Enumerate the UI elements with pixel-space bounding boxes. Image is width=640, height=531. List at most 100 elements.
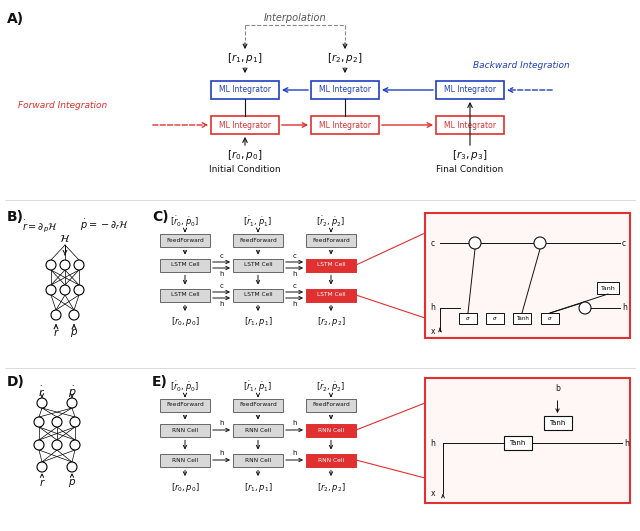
Text: h: h: [624, 439, 629, 448]
Bar: [436, 116, 504, 134]
Bar: [211, 81, 279, 99]
Text: $\dot{r}=\partial_p\mathcal{H}$: $\dot{r}=\partial_p\mathcal{H}$: [22, 218, 58, 235]
Text: FeedForward: FeedForward: [312, 237, 350, 243]
Text: RNN Cell: RNN Cell: [318, 458, 344, 463]
Circle shape: [70, 440, 80, 450]
Bar: [306, 234, 356, 246]
Text: FeedForward: FeedForward: [239, 237, 277, 243]
Text: h: h: [220, 301, 224, 307]
Text: Tanh: Tanh: [516, 315, 529, 321]
Circle shape: [51, 310, 61, 320]
Text: $[r_1, p_1]$: $[r_1, p_1]$: [227, 51, 262, 65]
Bar: [233, 453, 283, 467]
Text: ML Integrator: ML Integrator: [444, 85, 496, 95]
Text: $[r_0, p_0]$: $[r_0, p_0]$: [171, 481, 200, 493]
Bar: [597, 282, 619, 294]
Text: $r$: $r$: [52, 328, 60, 338]
Text: RNN Cell: RNN Cell: [172, 458, 198, 463]
Circle shape: [534, 237, 546, 249]
Bar: [425, 213, 630, 338]
Text: Forward Integration: Forward Integration: [18, 101, 108, 110]
Text: RNN Cell: RNN Cell: [245, 458, 271, 463]
Text: h: h: [220, 420, 224, 426]
Text: ×: ×: [471, 238, 479, 248]
Bar: [233, 234, 283, 246]
Bar: [306, 424, 356, 436]
Text: $\dot{p}=-\partial_r\mathcal{H}$: $\dot{p}=-\partial_r\mathcal{H}$: [80, 218, 129, 233]
Text: h: h: [292, 420, 297, 426]
Text: $[\dot{r}_0, \dot{p}_0]$: $[\dot{r}_0, \dot{p}_0]$: [170, 380, 200, 395]
Text: E): E): [152, 375, 168, 389]
Text: ×: ×: [581, 303, 589, 313]
Text: Backward Integration: Backward Integration: [473, 61, 570, 70]
Text: h: h: [220, 271, 224, 277]
Text: c: c: [622, 238, 626, 247]
Circle shape: [37, 398, 47, 408]
Text: ML Integrator: ML Integrator: [444, 121, 496, 130]
Bar: [306, 398, 356, 412]
Text: B): B): [7, 210, 24, 224]
Text: RNN Cell: RNN Cell: [318, 427, 344, 433]
Text: Final Condition: Final Condition: [436, 166, 504, 175]
Text: D): D): [7, 375, 25, 389]
Text: $[\dot{r}_2, \dot{p}_2]$: $[\dot{r}_2, \dot{p}_2]$: [317, 215, 346, 229]
Text: c: c: [292, 253, 296, 259]
Text: $[r_3, p_3]$: $[r_3, p_3]$: [452, 148, 488, 162]
Text: c: c: [431, 238, 435, 247]
Circle shape: [46, 285, 56, 295]
Text: LSTM Cell: LSTM Cell: [317, 262, 346, 268]
Bar: [306, 259, 356, 271]
Text: x: x: [431, 489, 435, 498]
Text: $r$: $r$: [38, 477, 45, 489]
Text: $[r_0, p_0]$: $[r_0, p_0]$: [171, 315, 200, 329]
Text: h: h: [430, 439, 435, 448]
Circle shape: [46, 260, 56, 270]
Text: x: x: [431, 327, 435, 336]
Text: ML Integrator: ML Integrator: [219, 85, 271, 95]
Text: ML Integrator: ML Integrator: [319, 85, 371, 95]
Text: C): C): [152, 210, 168, 224]
Text: LSTM Cell: LSTM Cell: [244, 293, 272, 297]
Circle shape: [67, 398, 77, 408]
Text: b: b: [555, 384, 560, 393]
Text: $\sigma$: $\sigma$: [465, 314, 471, 321]
Text: Tanh: Tanh: [509, 440, 525, 446]
Circle shape: [52, 417, 62, 427]
Text: h: h: [292, 450, 297, 456]
Bar: [160, 234, 210, 246]
Text: $[r_2, p_2]$: $[r_2, p_2]$: [317, 315, 346, 329]
Text: h: h: [220, 450, 224, 456]
Text: $\sigma$: $\sigma$: [547, 314, 553, 321]
Bar: [425, 378, 630, 503]
Text: $[r_2, p_2]$: $[r_2, p_2]$: [317, 481, 346, 493]
Circle shape: [60, 260, 70, 270]
Bar: [233, 288, 283, 302]
Text: $[\dot{r}_0, \dot{p}_0]$: $[\dot{r}_0, \dot{p}_0]$: [170, 215, 200, 229]
Bar: [306, 288, 356, 302]
Text: $[r_1, p_1]$: $[r_1, p_1]$: [244, 481, 273, 493]
Text: LSTM Cell: LSTM Cell: [244, 262, 272, 268]
Text: $\sigma$: $\sigma$: [492, 314, 498, 321]
Bar: [311, 116, 379, 134]
Circle shape: [69, 310, 79, 320]
Bar: [233, 398, 283, 412]
Circle shape: [52, 440, 62, 450]
Bar: [311, 81, 379, 99]
Bar: [160, 288, 210, 302]
Text: FeedForward: FeedForward: [239, 402, 277, 407]
Circle shape: [469, 237, 481, 249]
Text: $[\dot{r}_1, \dot{p}_1]$: $[\dot{r}_1, \dot{p}_1]$: [243, 380, 273, 395]
Text: LSTM Cell: LSTM Cell: [317, 293, 346, 297]
Circle shape: [60, 285, 70, 295]
Circle shape: [579, 302, 591, 314]
Text: $[r_0, p_0]$: $[r_0, p_0]$: [227, 148, 262, 162]
Bar: [211, 116, 279, 134]
Circle shape: [34, 440, 44, 450]
Text: h: h: [430, 304, 435, 313]
Bar: [306, 453, 356, 467]
Text: $\mathcal{H}$: $\mathcal{H}$: [60, 233, 70, 244]
Text: Interpolation: Interpolation: [264, 13, 326, 23]
Circle shape: [74, 285, 84, 295]
Text: FeedForward: FeedForward: [166, 402, 204, 407]
Text: $\dot{p}$: $\dot{p}$: [68, 385, 76, 400]
